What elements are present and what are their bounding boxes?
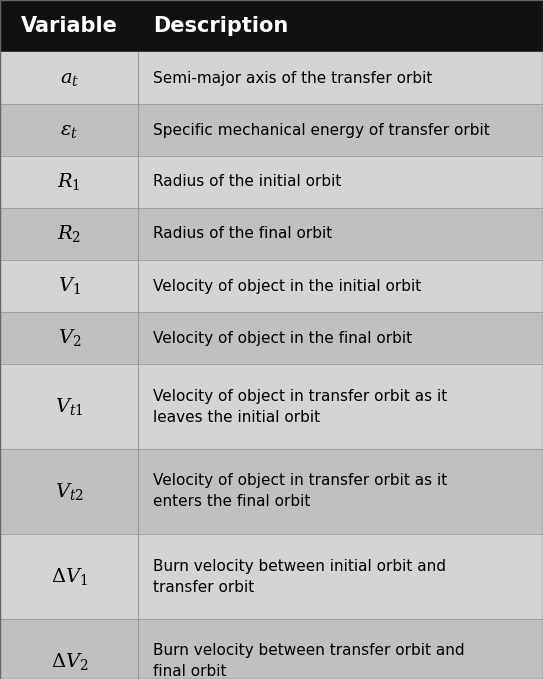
Text: Velocity of object in the initial orbit: Velocity of object in the initial orbit [154, 278, 422, 293]
Bar [0, 0, 543, 52]
Text: $V_{t2}$: $V_{t2}$ [55, 481, 84, 502]
Text: $R_2$: $R_2$ [57, 223, 81, 244]
Bar [0, 52, 543, 104]
Text: Burn velocity between transfer orbit and
final orbit: Burn velocity between transfer orbit and… [154, 644, 465, 679]
Text: $\varepsilon_t$: $\varepsilon_t$ [60, 120, 78, 139]
Text: $V_{t1}$: $V_{t1}$ [55, 396, 84, 417]
Text: Velocity of object in transfer orbit as it
enters the final orbit: Velocity of object in transfer orbit as … [154, 473, 448, 509]
Text: Velocity of object in the final orbit: Velocity of object in the final orbit [154, 331, 413, 346]
Text: Radius of the initial orbit: Radius of the initial orbit [154, 175, 342, 189]
Text: Burn velocity between initial orbit and
transfer orbit: Burn velocity between initial orbit and … [154, 559, 446, 595]
Text: $\Delta V_1$: $\Delta V_1$ [51, 566, 87, 587]
Text: $R_1$: $R_1$ [58, 172, 81, 193]
Bar [0, 534, 543, 619]
Bar [0, 104, 543, 156]
Text: Variable: Variable [21, 16, 118, 36]
Bar [0, 449, 543, 534]
Text: Radius of the final orbit: Radius of the final orbit [154, 227, 333, 242]
Text: $V_1$: $V_1$ [58, 276, 81, 297]
Text: Specific mechanical energy of transfer orbit: Specific mechanical energy of transfer o… [154, 122, 490, 138]
Bar [0, 312, 543, 364]
Bar [0, 208, 543, 260]
Text: Semi-major axis of the transfer orbit: Semi-major axis of the transfer orbit [154, 71, 433, 86]
Bar [0, 364, 543, 449]
Text: Velocity of object in transfer orbit as it
leaves the initial orbit: Velocity of object in transfer orbit as … [154, 388, 448, 424]
Bar [0, 156, 543, 208]
Bar [0, 260, 543, 312]
Text: Description: Description [154, 16, 289, 36]
Text: $\Delta V_2$: $\Delta V_2$ [50, 651, 88, 672]
Bar [0, 619, 543, 679]
Text: $a_t$: $a_t$ [60, 69, 79, 88]
Text: $V_2$: $V_2$ [58, 327, 81, 348]
